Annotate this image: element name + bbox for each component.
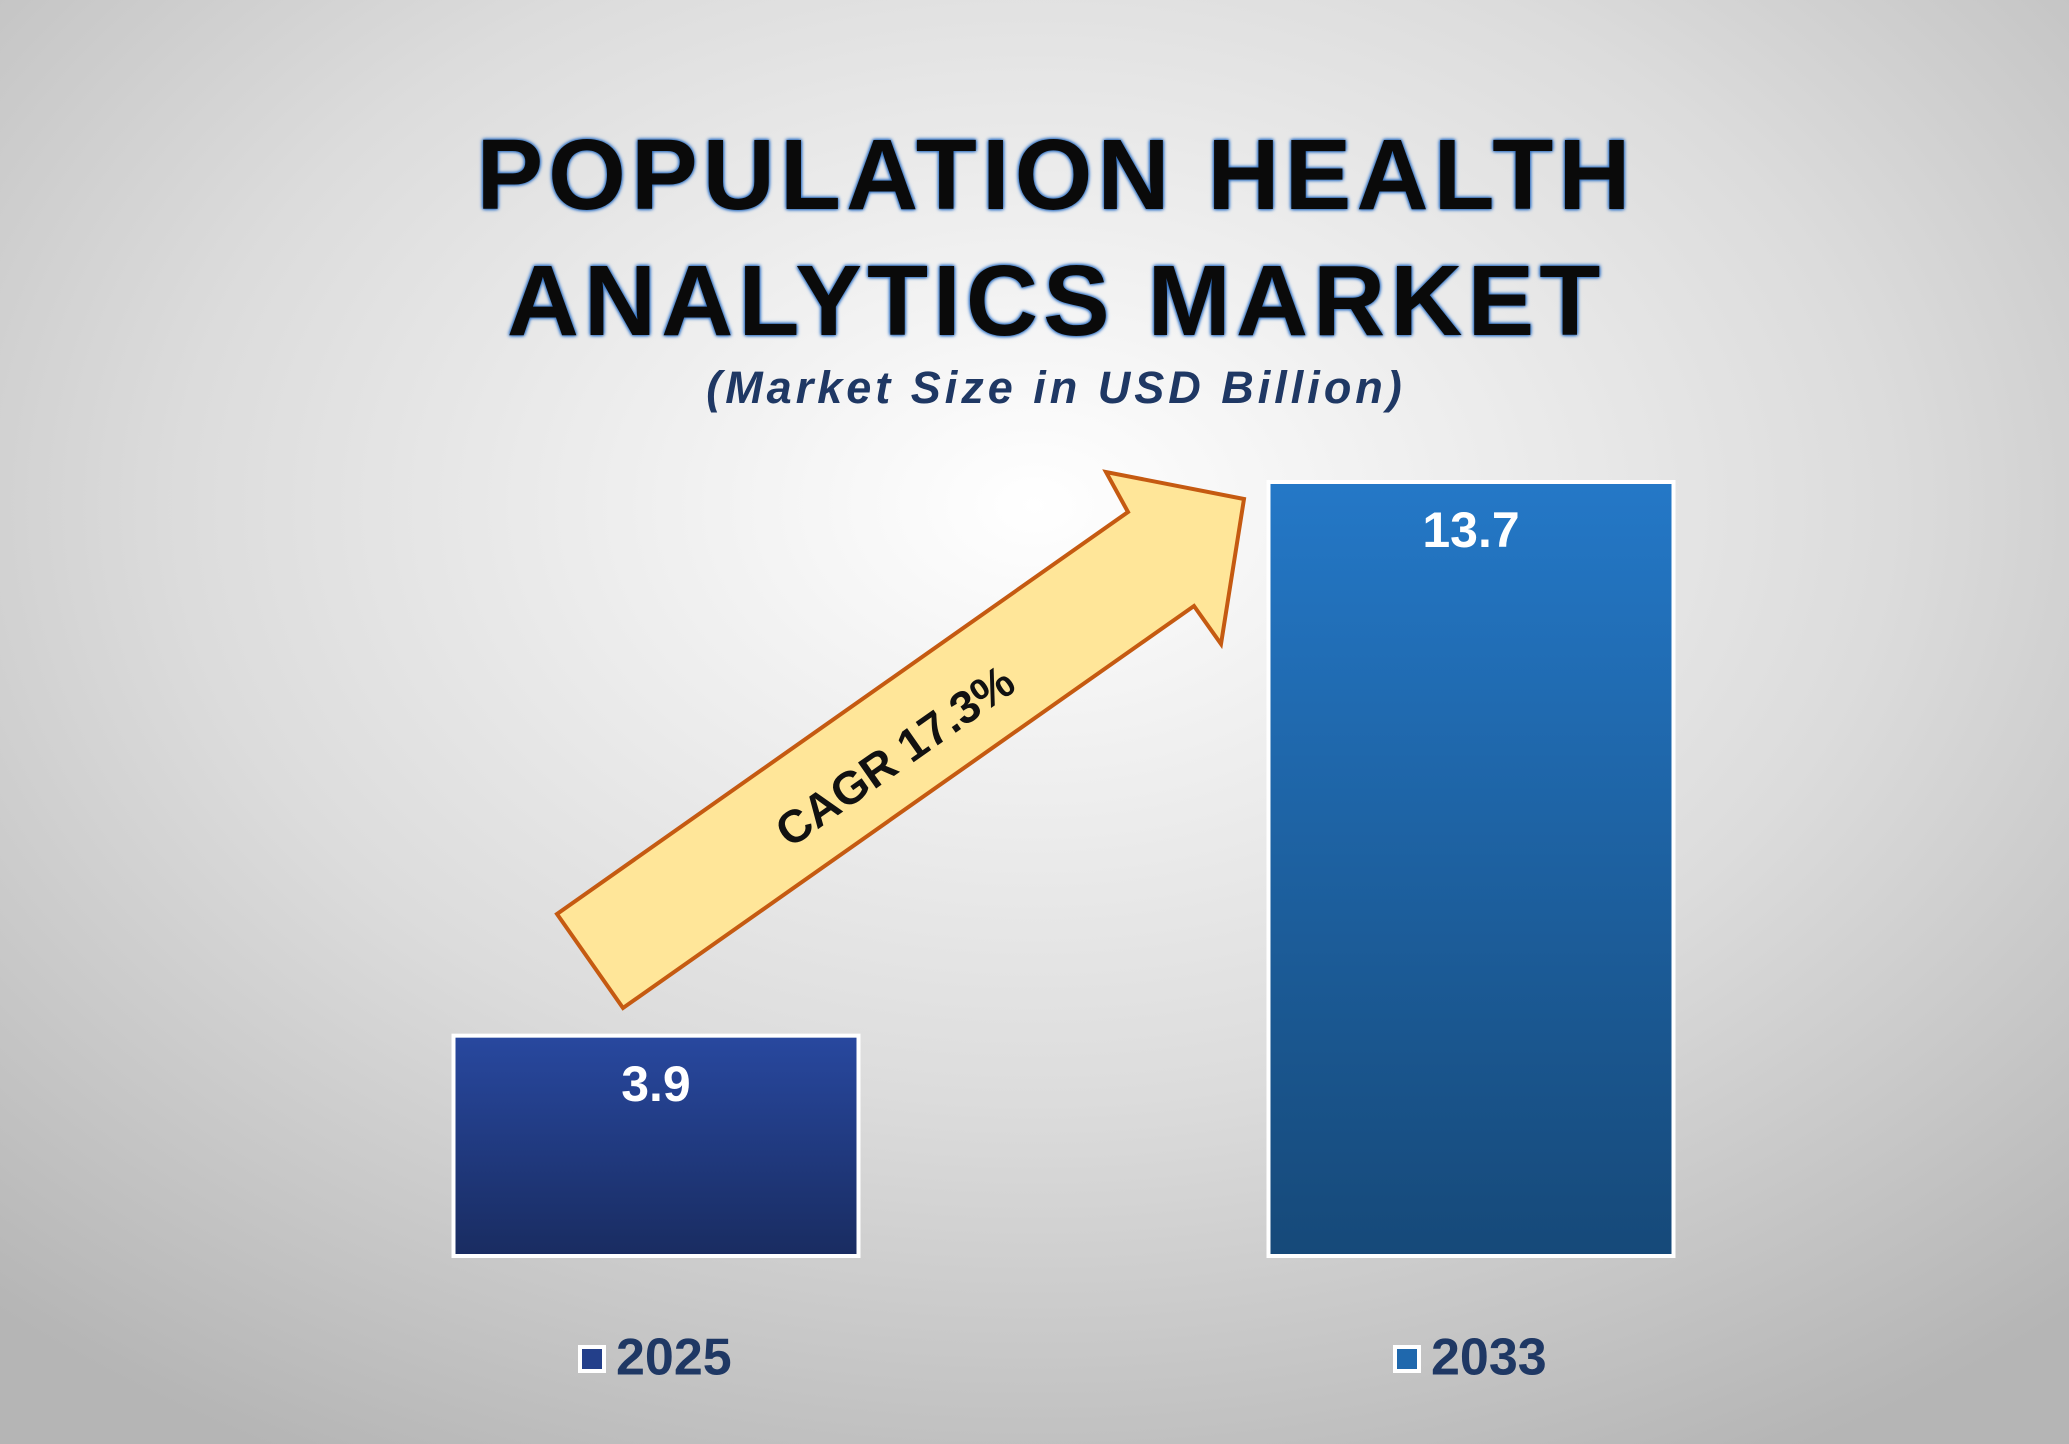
legend-swatch xyxy=(1393,1345,1421,1373)
bar xyxy=(1266,480,1676,1258)
data-label: 3.9 xyxy=(621,1056,691,1112)
bar xyxy=(451,1033,861,1258)
legend-swatch xyxy=(578,1345,606,1373)
chart-title: POPULATION HEALTH ANALYTICS MARKET xyxy=(476,119,1636,357)
data-label: 13.7 xyxy=(1422,502,1519,558)
chart-subtitle: (Market Size in USD Billion) xyxy=(706,362,1406,413)
cagr-arrow xyxy=(554,469,1247,1011)
legend-label: 2025 xyxy=(616,1329,732,1387)
legend-label: 2033 xyxy=(1431,1329,1547,1387)
